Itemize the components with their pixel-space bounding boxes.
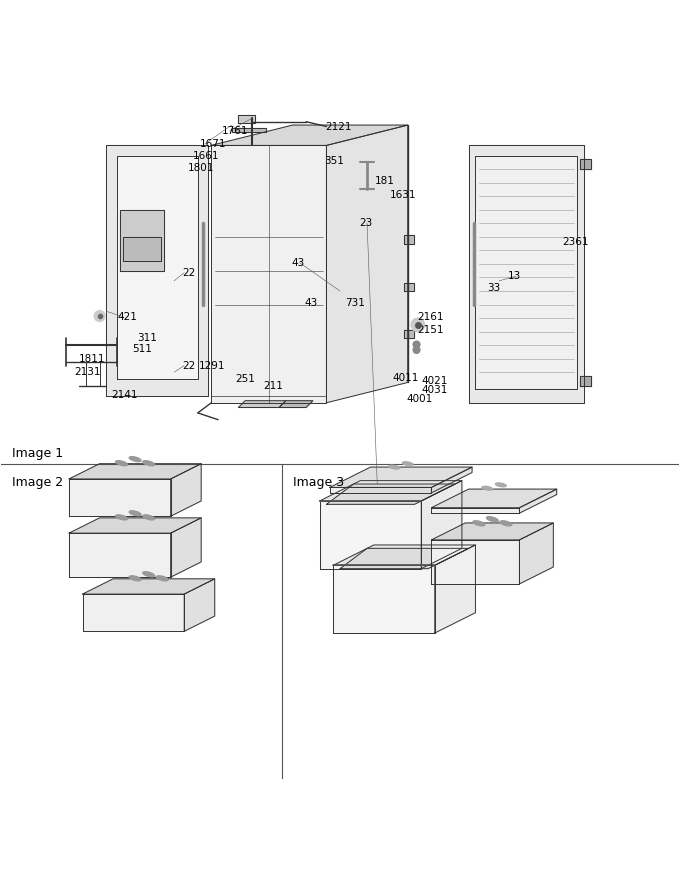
- Polygon shape: [326, 484, 455, 504]
- Polygon shape: [333, 565, 435, 633]
- Text: 511: 511: [132, 343, 152, 354]
- Text: 4001: 4001: [407, 394, 432, 405]
- Polygon shape: [431, 540, 520, 584]
- Polygon shape: [431, 523, 554, 540]
- Polygon shape: [581, 376, 590, 385]
- Polygon shape: [320, 480, 462, 501]
- Text: Image 2: Image 2: [12, 476, 63, 489]
- Polygon shape: [239, 400, 286, 407]
- Text: 1661: 1661: [193, 150, 220, 160]
- Polygon shape: [279, 400, 313, 407]
- Ellipse shape: [473, 521, 485, 526]
- Polygon shape: [69, 464, 201, 479]
- Text: 1811: 1811: [80, 354, 106, 363]
- Polygon shape: [520, 489, 557, 513]
- Text: 43: 43: [291, 258, 305, 268]
- Polygon shape: [326, 125, 408, 403]
- Text: 2161: 2161: [418, 312, 444, 322]
- Polygon shape: [69, 479, 171, 517]
- Text: 4021: 4021: [422, 376, 447, 386]
- Text: 1631: 1631: [390, 190, 417, 200]
- Ellipse shape: [129, 510, 141, 516]
- Text: 2121: 2121: [325, 122, 352, 132]
- Polygon shape: [469, 145, 584, 403]
- Polygon shape: [116, 156, 198, 379]
- Ellipse shape: [143, 572, 154, 576]
- Text: 2131: 2131: [74, 367, 101, 378]
- Ellipse shape: [143, 460, 154, 466]
- Text: 33: 33: [488, 283, 501, 293]
- Ellipse shape: [500, 521, 512, 526]
- Polygon shape: [405, 330, 415, 339]
- Polygon shape: [211, 125, 408, 145]
- Text: Image 3: Image 3: [292, 476, 343, 489]
- Ellipse shape: [156, 576, 168, 581]
- Text: 43: 43: [305, 298, 318, 308]
- Polygon shape: [581, 159, 590, 169]
- Text: 251: 251: [235, 374, 255, 384]
- Polygon shape: [435, 545, 475, 633]
- Polygon shape: [83, 594, 184, 631]
- Polygon shape: [211, 145, 326, 403]
- Text: 22: 22: [182, 268, 195, 278]
- Ellipse shape: [143, 515, 154, 520]
- Polygon shape: [69, 518, 201, 533]
- Text: 4031: 4031: [422, 385, 447, 395]
- Polygon shape: [120, 209, 164, 271]
- Polygon shape: [232, 128, 265, 132]
- Circle shape: [94, 311, 105, 321]
- Ellipse shape: [129, 576, 141, 581]
- Polygon shape: [320, 501, 422, 568]
- Polygon shape: [83, 579, 215, 594]
- Text: 421: 421: [118, 312, 138, 322]
- Text: 1761: 1761: [222, 126, 248, 136]
- Ellipse shape: [403, 462, 413, 466]
- Text: 13: 13: [508, 271, 521, 281]
- Polygon shape: [171, 518, 201, 577]
- Polygon shape: [171, 464, 201, 517]
- Ellipse shape: [129, 457, 141, 462]
- Text: 181: 181: [375, 176, 395, 187]
- Polygon shape: [69, 533, 171, 577]
- Text: 22: 22: [182, 361, 195, 370]
- Polygon shape: [405, 282, 415, 291]
- Text: 1801: 1801: [188, 163, 214, 172]
- Text: 2361: 2361: [562, 238, 589, 247]
- Text: 23: 23: [359, 218, 372, 228]
- Text: 4011: 4011: [393, 373, 419, 383]
- Polygon shape: [184, 579, 215, 631]
- Polygon shape: [422, 480, 462, 568]
- Ellipse shape: [116, 515, 128, 520]
- Polygon shape: [330, 467, 472, 488]
- Text: 731: 731: [345, 298, 365, 308]
- Polygon shape: [330, 488, 431, 493]
- Text: 1671: 1671: [200, 139, 226, 149]
- Polygon shape: [239, 115, 256, 123]
- Ellipse shape: [389, 466, 400, 469]
- Ellipse shape: [482, 487, 492, 490]
- Polygon shape: [431, 508, 520, 513]
- Text: 211: 211: [263, 381, 284, 391]
- Polygon shape: [106, 145, 208, 396]
- Ellipse shape: [486, 517, 498, 522]
- Polygon shape: [475, 156, 577, 389]
- Text: Image 1: Image 1: [12, 447, 63, 460]
- Polygon shape: [340, 548, 469, 568]
- Ellipse shape: [496, 483, 506, 487]
- Polygon shape: [520, 523, 554, 584]
- Polygon shape: [333, 545, 475, 565]
- Text: 2141: 2141: [111, 390, 137, 400]
- Polygon shape: [431, 467, 472, 493]
- Polygon shape: [431, 489, 557, 508]
- Circle shape: [413, 341, 420, 348]
- Text: 2151: 2151: [418, 326, 444, 335]
- Polygon shape: [405, 236, 415, 244]
- Circle shape: [411, 318, 424, 332]
- Text: 351: 351: [324, 156, 344, 166]
- Ellipse shape: [116, 460, 128, 466]
- Circle shape: [413, 347, 420, 353]
- Text: 311: 311: [137, 334, 156, 343]
- Polygon shape: [123, 237, 160, 260]
- Text: 1291: 1291: [199, 361, 225, 370]
